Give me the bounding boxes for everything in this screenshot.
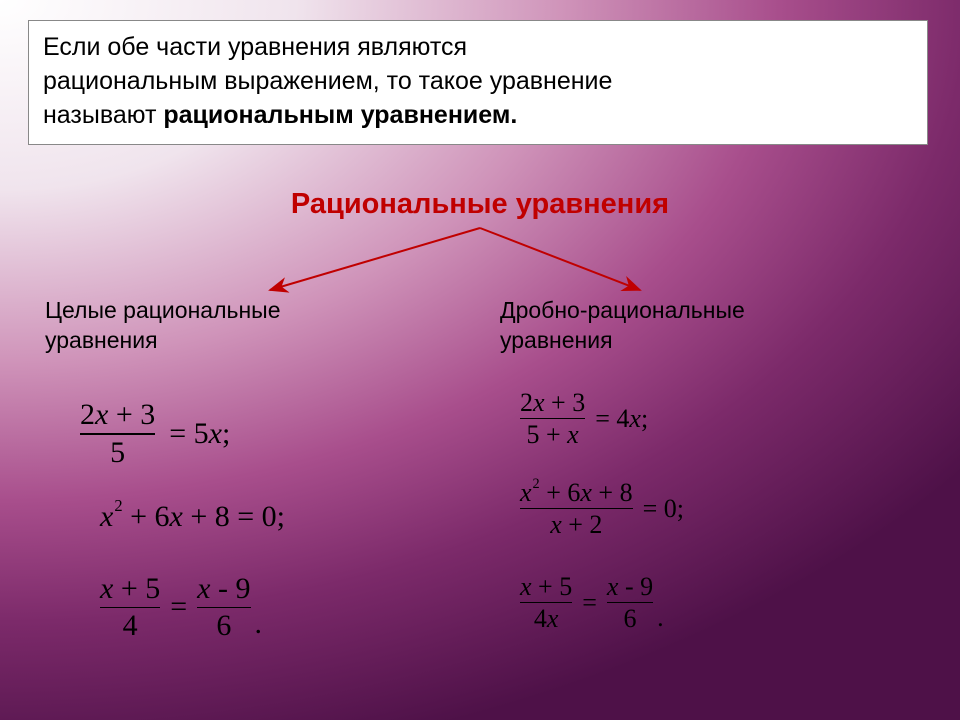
frac-bar	[520, 418, 585, 419]
l2-b: + 6x + 8 = 0;	[123, 500, 285, 533]
equals: =	[582, 588, 597, 618]
def-line2: рациональным выражением, то такое уравне…	[43, 67, 612, 95]
arrow-right	[480, 228, 640, 290]
right-eq-2: x2 + 6x + 8 x + 2 = 0;	[520, 478, 684, 539]
frac-bar	[607, 602, 653, 603]
right-eq-3: x + 5 4x = x - 9 6 .	[520, 572, 664, 633]
frac-bar	[520, 602, 572, 603]
sub-right-2: уравнения	[500, 327, 613, 353]
equals: =	[170, 590, 187, 624]
r3-lden: 4x	[534, 605, 559, 632]
frac-bar	[197, 607, 250, 608]
sub-left-1: Целые рациональные	[45, 297, 281, 323]
right-eq-1: 2x + 3 5 + x = 4x;	[520, 388, 648, 449]
l3-rden: 6	[216, 610, 231, 642]
l1-den: 5	[110, 437, 125, 469]
l3-rnum: x - 9	[197, 573, 250, 605]
r3-tail: .	[657, 603, 664, 633]
l1-num: 2x + 3	[80, 398, 155, 431]
r2-rhs: = 0;	[643, 494, 684, 524]
l3-lden: 4	[123, 610, 138, 642]
l2-sup: 2	[114, 496, 122, 515]
sub-right-1: Дробно-рациональные	[500, 297, 745, 323]
heading: Рациональные уравнения	[0, 188, 960, 221]
l3-lnum: x + 5	[100, 573, 160, 605]
frac-bar	[80, 433, 155, 435]
frac-bar	[100, 607, 160, 608]
left-eq-1: 2x + 3 5 = 5x;	[80, 398, 230, 468]
arrow-left	[270, 228, 480, 290]
r3-rden: 6	[624, 605, 637, 632]
r1-num: 2x + 3	[520, 389, 585, 416]
l3-tail: .	[255, 607, 263, 641]
sub-left-2: уравнения	[45, 327, 158, 353]
heading-text: Рациональные уравнения	[291, 188, 669, 220]
left-eq-3: x + 5 4 = x - 9 6 .	[100, 572, 262, 641]
def-line3a: называют	[43, 101, 163, 129]
r2-num: x2 + 6x + 8	[520, 479, 633, 506]
r1-den: 5 + x	[527, 421, 579, 448]
r2-den: x + 2	[550, 511, 602, 538]
def-line3b: рациональным уравнением.	[163, 101, 517, 129]
subtitle-left: Целые рациональные уравнения	[45, 296, 365, 356]
r1-rhs: = 4x;	[595, 404, 648, 434]
definition-box: Если обе части уравнения являются рацион…	[28, 20, 928, 145]
definition-text: Если обе части уравнения являются рацион…	[43, 31, 913, 132]
def-line1: Если обе части уравнения являются	[43, 33, 467, 61]
subtitle-right: Дробно-рациональные уравнения	[500, 296, 920, 356]
l1-rhs: = 5x;	[169, 417, 230, 451]
l2-a: x	[100, 500, 113, 533]
slide: Если обе части уравнения являются рацион…	[0, 0, 960, 720]
r3-lnum: x + 5	[520, 573, 572, 600]
frac-bar	[520, 508, 633, 509]
left-eq-2: x2 + 6x + 8 = 0;	[100, 500, 285, 534]
r3-rnum: x - 9	[607, 573, 653, 600]
